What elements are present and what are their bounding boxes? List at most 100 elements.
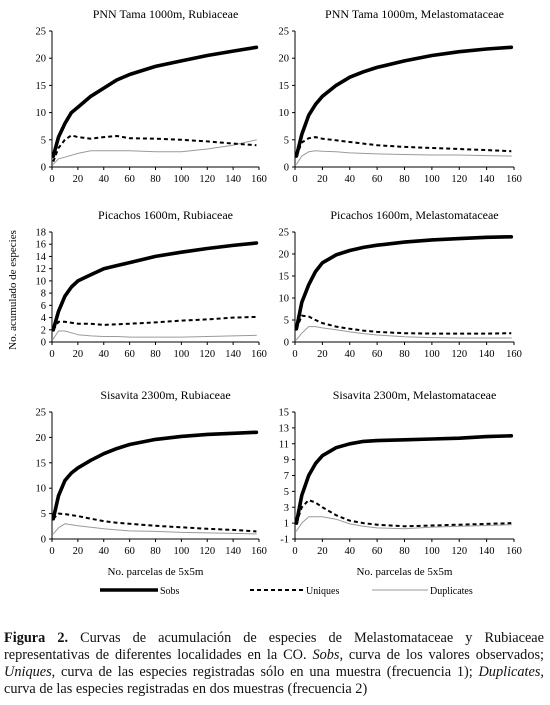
x-tick-label: 140 <box>225 349 241 360</box>
x-tick-label: 80 <box>399 174 410 185</box>
caption-term-uniques: Uniques <box>4 664 52 680</box>
y-tick-label: 10 <box>36 276 47 287</box>
y-tick-label: 10 <box>279 294 290 305</box>
figure-caption: Figura 2. Curvas de acumulación de espec… <box>4 630 544 698</box>
x-tick-label: 20 <box>73 174 84 185</box>
y-tick-label: 1 <box>284 519 289 530</box>
x-tick-label: 40 <box>99 349 110 360</box>
y-tick-label: 15 <box>36 81 47 92</box>
y-tick-label: 5 <box>284 135 289 146</box>
x-tick-label: 0 <box>292 546 297 557</box>
x-tick-label: 100 <box>174 349 190 360</box>
x-tick-label: 80 <box>399 349 410 360</box>
x-tick-label: 40 <box>99 546 110 557</box>
y-tick-label: 6 <box>41 301 46 312</box>
series-line-uniques <box>295 136 512 157</box>
x-tick-label: 100 <box>424 349 440 360</box>
chart-title: Sisavita 2300m, Rubiaceae <box>100 388 230 402</box>
x-tick-label: 40 <box>345 349 356 360</box>
y-tick-label: 16 <box>36 240 47 251</box>
series-line-sobs <box>51 241 259 332</box>
x-tick-label: 40 <box>99 174 110 185</box>
y-tick-label: 0 <box>284 163 289 174</box>
caption-text-2: , curva de los valores observados; <box>339 647 545 663</box>
y-tick-label: 20 <box>279 54 290 65</box>
y-tick-label: 5 <box>41 135 46 146</box>
y-tick-label: 14 <box>36 252 47 263</box>
y-tick-label: 20 <box>279 250 290 261</box>
chart-panel-4: Picachos 1600m, Melastomataceae 0 5 10 15 20 2… <box>279 208 522 360</box>
x-tick-label: 80 <box>399 546 410 557</box>
y-tick-label: 0 <box>41 338 46 349</box>
series-line-uniques <box>52 134 257 162</box>
x-tick-label: 0 <box>49 174 54 185</box>
x-tick-label: 60 <box>372 546 383 557</box>
y-tick-label: 20 <box>36 433 47 444</box>
series-line-duplicates <box>52 330 257 340</box>
x-axis-label: No. parcelas de 5x5m <box>108 566 204 578</box>
x-tick-label: 80 <box>150 174 161 185</box>
x-tick-label: 0 <box>292 174 297 185</box>
x-tick-label: 80 <box>150 546 161 557</box>
legend-label-sobs: Sobs <box>160 586 180 597</box>
x-tick-label: 120 <box>451 349 467 360</box>
x-tick-label: 140 <box>225 546 241 557</box>
series-line-duplicates <box>295 516 512 532</box>
chart-panel-1: PNN Tama 1000m, Rubiaceae 0 5 10 15 20 25 0 20 40… <box>36 7 267 185</box>
y-tick-label: 0 <box>41 535 46 546</box>
caption-term-sobs: Sobs <box>312 647 340 663</box>
y-tick-label: 18 <box>36 228 47 239</box>
series-line-uniques <box>52 315 257 331</box>
x-tick-label: 160 <box>251 546 267 557</box>
y-tick-label: 2 <box>41 325 46 336</box>
y-tick-label: 7 <box>284 471 289 482</box>
y-tick-label: 25 <box>279 228 290 239</box>
x-tick-label: 60 <box>124 546 135 557</box>
x-tick-label: 140 <box>479 349 495 360</box>
x-tick-label: 0 <box>292 349 297 360</box>
series-line-sobs <box>51 430 259 521</box>
series-line-duplicates <box>295 150 512 165</box>
x-tick-label: 120 <box>199 174 215 185</box>
y-tick-label: 5 <box>284 316 289 327</box>
y-tick-label: 4 <box>41 313 47 324</box>
x-tick-label: 60 <box>372 349 383 360</box>
y-tick-label: 13 <box>279 423 290 434</box>
y-tick-label: 0 <box>41 163 46 174</box>
y-tick-label: 25 <box>279 27 290 38</box>
caption-text-1: Curvas de acumulación de especies de Mel… <box>4 630 544 663</box>
series-line-sobs <box>294 434 514 525</box>
caption-text-4: , curva de las especies registradas en d… <box>4 664 544 697</box>
series-line-sobs <box>51 45 259 158</box>
x-axis-label: No. parcelas de 5x5m <box>357 566 453 578</box>
y-tick-label: 11 <box>279 439 289 450</box>
y-tick-label: 8 <box>41 289 46 300</box>
y-tick-label: 0 <box>284 338 289 349</box>
x-tick-label: 40 <box>345 546 356 557</box>
y-tick-label: 12 <box>36 264 47 275</box>
x-tick-label: 100 <box>424 174 440 185</box>
y-tick-label: 15 <box>36 458 47 469</box>
x-tick-label: 120 <box>199 546 215 557</box>
chart-title: Picachos 1600m, Rubiaceae <box>98 208 233 222</box>
x-tick-label: 20 <box>73 546 84 557</box>
series-line-sobs <box>294 45 514 158</box>
x-tick-label: 140 <box>479 546 495 557</box>
series-line-uniques <box>52 512 257 533</box>
x-tick-label: 40 <box>345 174 356 185</box>
y-tick-label: 10 <box>36 108 47 119</box>
figure-panels: No. acumulado de especies PNN Tama 1000m… <box>7 7 522 597</box>
series-line-duplicates <box>295 326 512 341</box>
x-tick-label: 120 <box>451 174 467 185</box>
x-tick-label: 0 <box>49 546 54 557</box>
x-tick-label: 140 <box>479 174 495 185</box>
x-tick-label: 120 <box>451 546 467 557</box>
x-tick-label: 140 <box>225 174 241 185</box>
x-tick-label: 160 <box>506 349 522 360</box>
x-tick-label: 160 <box>251 349 267 360</box>
y-tick-label: 10 <box>279 108 290 119</box>
y-axis-label: No. acumulado de especies <box>7 230 19 350</box>
x-tick-label: 20 <box>317 174 328 185</box>
caption-term-duplicates: Duplicates <box>478 664 541 680</box>
y-tick-label: 25 <box>36 408 47 419</box>
